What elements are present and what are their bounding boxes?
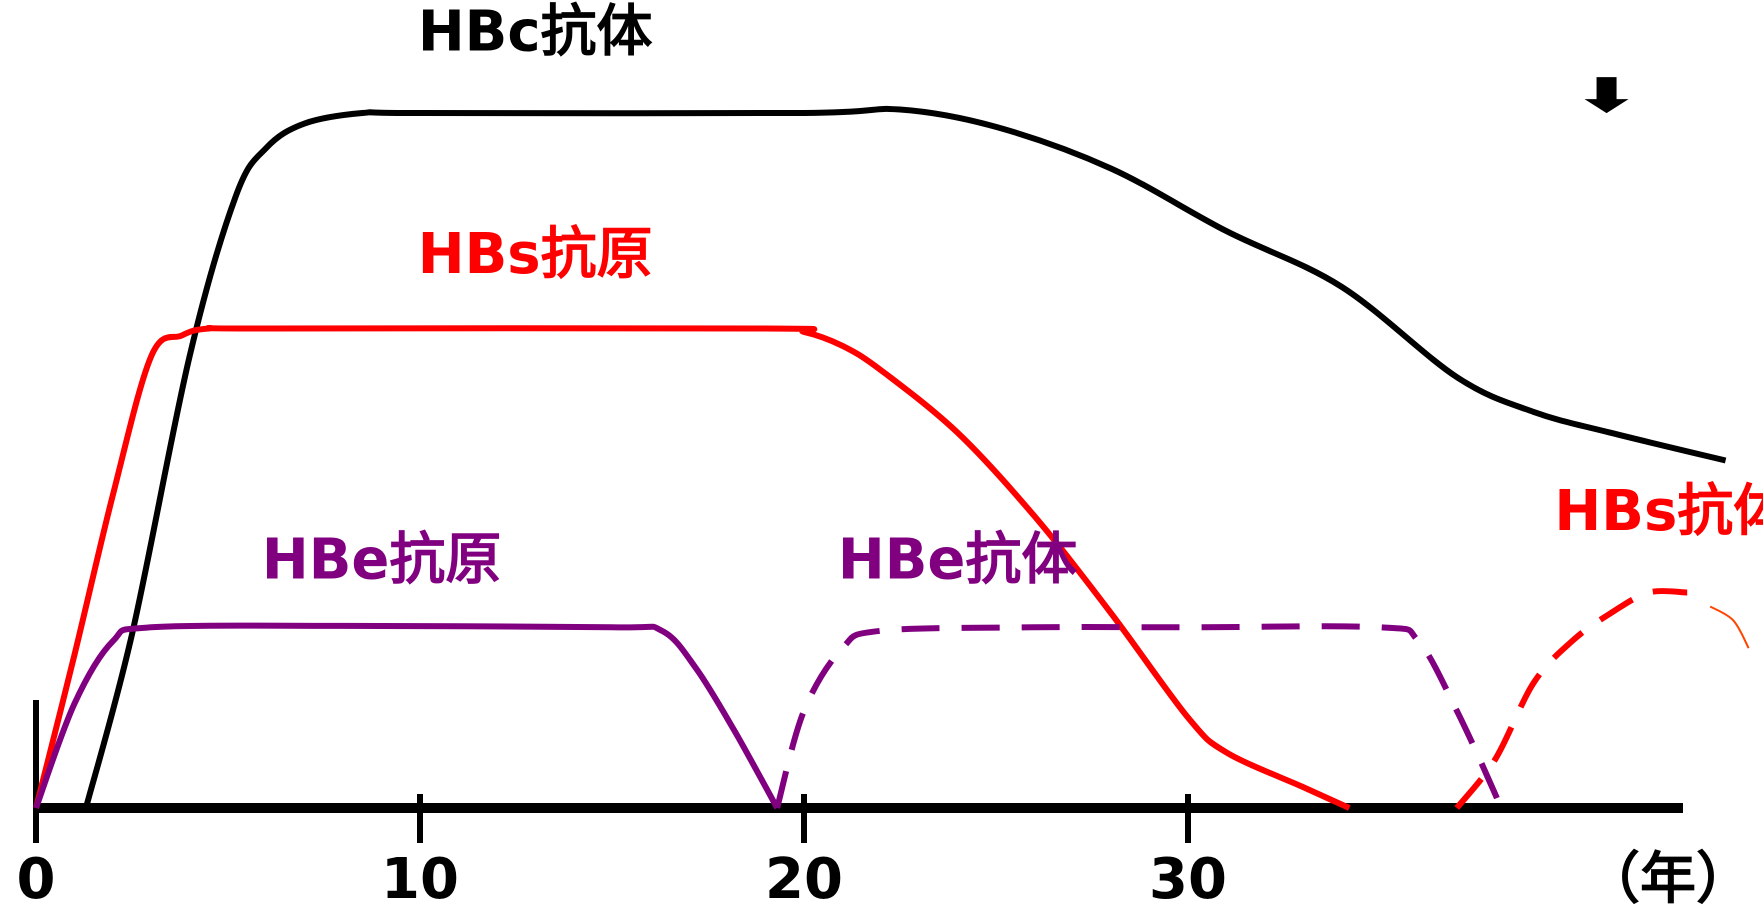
down-arrow-icon <box>1584 77 1629 114</box>
series-line-0 <box>83 105 1727 809</box>
series-label-2: HBe抗原 <box>262 528 502 593</box>
x-tick-label: 20 <box>765 847 843 912</box>
series-lines <box>33 105 1750 811</box>
series-label-4: HBs抗体 <box>1554 479 1763 544</box>
series-line-1 <box>33 324 1351 811</box>
series-label-3: HBe抗体 <box>838 528 1078 593</box>
x-tick-label: 30 <box>1149 847 1227 912</box>
x-tick-label: 0 <box>17 847 56 912</box>
series-line-3 <box>774 623 1503 811</box>
x-unit-label: （年） <box>1584 847 1752 912</box>
annotations <box>1584 77 1629 114</box>
series-line-2 <box>33 622 780 810</box>
series-line-4 <box>1454 588 1688 810</box>
axes <box>33 700 1683 843</box>
series-labels: HBc抗体 HBs抗原 HBe抗原 HBe抗体 HBs抗体 <box>262 0 1763 593</box>
tick-labels: 0 10 20 30 <box>17 847 1227 912</box>
x-tick-label: 10 <box>381 847 459 912</box>
series-label-1: HBs抗原 <box>418 222 653 287</box>
series-line-5 <box>1709 605 1750 649</box>
series-label-0: HBc抗体 <box>418 0 653 64</box>
